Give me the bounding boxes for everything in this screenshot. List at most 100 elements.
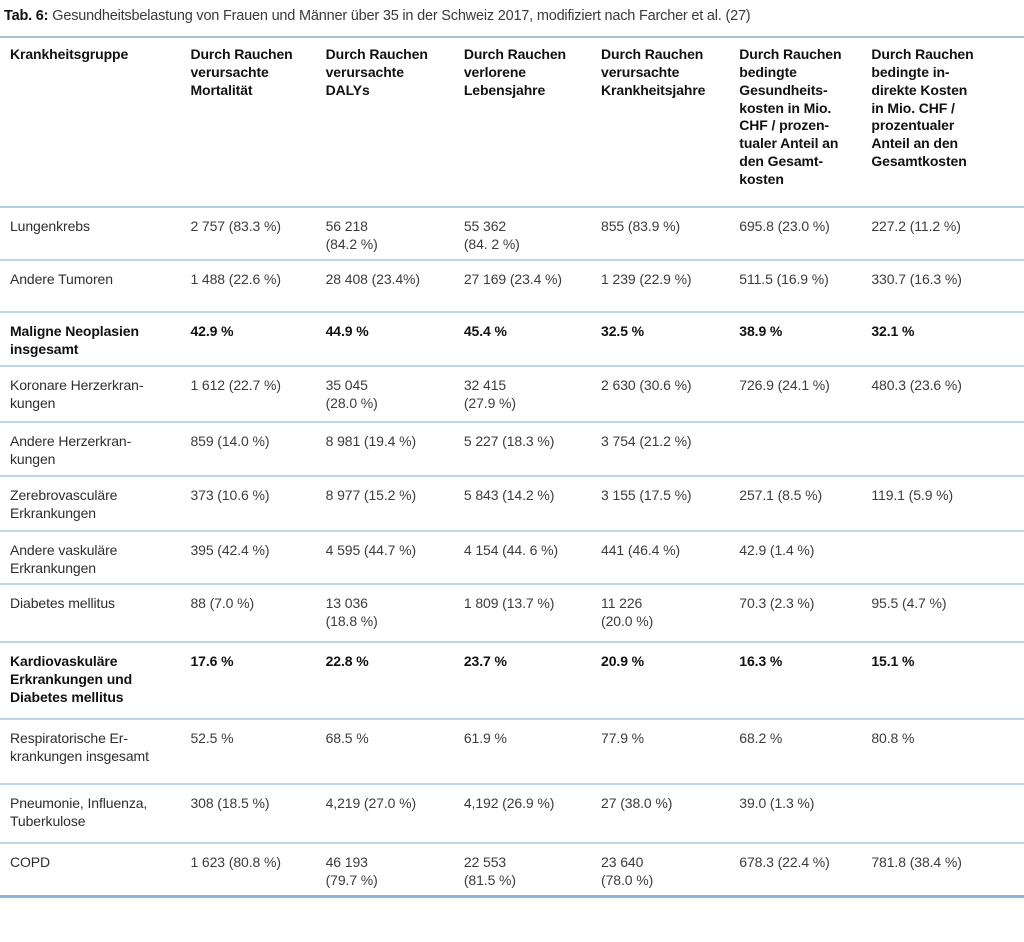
health-burden-table: Krankheitsgruppe Durch Rauchen verursacht… — [0, 35, 1024, 899]
table-row: Kardiovaskuläre Erkrankungen und Diabete… — [0, 641, 1024, 720]
cell-indirect-costs: 227.2 (11.2 %) — [871, 206, 1024, 262]
row-label: Koronare Herzerkran- kungen — [0, 366, 191, 424]
cell-disease-years: 20.9 % — [601, 641, 740, 720]
table-row: Andere vaskuläre Erkrankungen 395 (42.4 … — [0, 530, 1024, 585]
cell-disease-years: 32.5 % — [601, 312, 740, 368]
column-header: Durch Rauchen verlorene Lebensjahre — [463, 35, 602, 208]
cell-disease-years: 855 (83.9 %) — [601, 206, 740, 262]
cell-indirect-costs: 330.7 (16.3 %) — [871, 260, 1024, 314]
row-label: Andere Herzerkran- kungen — [0, 422, 191, 477]
cell-mortality: 1 623 (80.8 %) — [190, 842, 326, 899]
cell-life-years-lost: 1 809 (13.7 %) — [463, 583, 602, 643]
cell-health-costs: 511.5 (16.9 %) — [739, 260, 872, 314]
cell-indirect-costs: 480.3 (23.6 %) — [871, 366, 1024, 424]
table-row: Maligne Neoplasien insgesamt 42.9 % 44.9… — [0, 312, 1024, 368]
column-header: Durch Rauchen verursachte DALYs — [325, 35, 464, 208]
row-label: Zerebrovasculäre Erkrankungen — [0, 475, 191, 532]
cell-dalys: 46 193 (79.7 %) — [325, 842, 464, 899]
cell-disease-years: 23 640 (78.0 %) — [601, 842, 740, 899]
cell-health-costs: 726.9 (24.1 %) — [739, 366, 872, 424]
cell-health-costs: 68.2 % — [739, 718, 872, 785]
cell-health-costs: 38.9 % — [739, 312, 872, 368]
column-header: Durch Rauchen bedingte in- direkte Koste… — [871, 35, 1024, 208]
cell-dalys: 4 595 (44.7 %) — [325, 530, 464, 585]
table-caption-label: Tab. 6: — [4, 8, 49, 24]
cell-dalys: 28 408 (23.4%) — [325, 260, 464, 314]
cell-health-costs: 678.3 (22.4 %) — [739, 842, 872, 899]
cell-mortality: 859 (14.0 %) — [190, 422, 326, 477]
cell-mortality: 88 (7.0 %) — [190, 583, 326, 643]
cell-disease-years: 3 754 (21.2 %) — [601, 422, 740, 477]
column-header: Krankheitsgruppe — [0, 35, 191, 208]
cell-life-years-lost: 45.4 % — [463, 312, 602, 368]
cell-indirect-costs — [871, 530, 1024, 585]
row-label: Kardiovaskuläre Erkrankungen und Diabete… — [0, 641, 191, 720]
cell-disease-years: 11 226 (20.0 %) — [601, 583, 740, 643]
cell-mortality: 308 (18.5 %) — [190, 783, 326, 844]
cell-mortality: 52.5 % — [190, 718, 326, 785]
table-row: Koronare Herzerkran- kungen 1 612 (22.7 … — [0, 366, 1024, 424]
cell-life-years-lost: 22 553 (81.5 %) — [463, 842, 602, 899]
cell-health-costs: 257.1 (8.5 %) — [739, 475, 872, 532]
cell-life-years-lost: 5 227 (18.3 %) — [463, 422, 602, 477]
cell-indirect-costs: 80.8 % — [871, 718, 1024, 785]
cell-indirect-costs — [871, 422, 1024, 477]
table-row: Zerebrovasculäre Erkrankungen 373 (10.6 … — [0, 475, 1024, 532]
cell-indirect-costs: 15.1 % — [871, 641, 1024, 720]
row-label: Lungenkrebs — [0, 206, 191, 262]
cell-health-costs: 42.9 (1.4 %) — [739, 530, 872, 585]
cell-disease-years: 77.9 % — [601, 718, 740, 785]
cell-mortality: 373 (10.6 %) — [190, 475, 326, 532]
cell-indirect-costs: 119.1 (5.9 %) — [871, 475, 1024, 532]
cell-dalys: 56 218 (84.2 %) — [325, 206, 464, 262]
cell-disease-years: 2 630 (30.6 %) — [601, 366, 740, 424]
row-label: Pneumonie, Influenza, Tuberkulose — [0, 783, 191, 844]
row-label: Diabetes mellitus — [0, 583, 191, 643]
row-label: Respiratorische Er- krankungen insgesamt — [0, 718, 191, 785]
cell-dalys: 4,219 (27.0 %) — [325, 783, 464, 844]
cell-life-years-lost: 32 415 (27.9 %) — [463, 366, 602, 424]
column-header: Durch Rauchen verursachte Mortalität — [190, 35, 326, 208]
table-caption: Tab. 6: Gesundheitsbelastung von Frauen u… — [0, 0, 1024, 26]
cell-dalys: 44.9 % — [325, 312, 464, 368]
table-row: Andere Herzerkran- kungen 859 (14.0 %) 8… — [0, 422, 1024, 477]
cell-health-costs: 695.8 (23.0 %) — [739, 206, 872, 262]
cell-dalys: 13 036 (18.8 %) — [325, 583, 464, 643]
cell-disease-years: 3 155 (17.5 %) — [601, 475, 740, 532]
cell-indirect-costs: 781.8 (38.4 %) — [871, 842, 1024, 899]
cell-dalys: 35 045 (28.0 %) — [325, 366, 464, 424]
table-row: Andere Tumoren 1 488 (22.6 %) 28 408 (23… — [0, 260, 1024, 314]
cell-mortality: 1 612 (22.7 %) — [190, 366, 326, 424]
cell-indirect-costs: 32.1 % — [871, 312, 1024, 368]
table-row: COPD 1 623 (80.8 %) 46 193 (79.7 %) 22 5… — [0, 842, 1024, 899]
cell-health-costs: 16.3 % — [739, 641, 872, 720]
row-label: COPD — [0, 842, 191, 899]
table-row: Pneumonie, Influenza, Tuberkulose 308 (1… — [0, 783, 1024, 844]
cell-disease-years: 1 239 (22.9 %) — [601, 260, 740, 314]
table-row: Respiratorische Er- krankungen insgesamt… — [0, 718, 1024, 785]
cell-dalys: 8 981 (19.4 %) — [325, 422, 464, 477]
cell-health-costs — [739, 422, 872, 477]
cell-life-years-lost: 55 362 (84. 2 %) — [463, 206, 602, 262]
column-header: Durch Rauchen bedingte Gesundheits- kost… — [739, 35, 872, 208]
column-header: Durch Rauchen verursachte Krankheitsjahr… — [601, 35, 740, 208]
cell-dalys: 8 977 (15.2 %) — [325, 475, 464, 532]
cell-life-years-lost: 23.7 % — [463, 641, 602, 720]
cell-life-years-lost: 61.9 % — [463, 718, 602, 785]
table-header-row: Krankheitsgruppe Durch Rauchen verursacht… — [0, 35, 1024, 208]
cell-mortality: 2 757 (83.3 %) — [190, 206, 326, 262]
cell-life-years-lost: 4,192 (26.9 %) — [463, 783, 602, 844]
cell-health-costs: 39.0 (1.3 %) — [739, 783, 872, 844]
cell-disease-years: 27 (38.0 %) — [601, 783, 740, 844]
row-label: Andere vaskuläre Erkrankungen — [0, 530, 191, 585]
table-caption-text: Gesundheitsbelastung von Frauen und Männ… — [52, 8, 751, 24]
cell-mortality: 395 (42.4 %) — [190, 530, 326, 585]
cell-disease-years: 441 (46.4 %) — [601, 530, 740, 585]
cell-life-years-lost: 27 169 (23.4 %) — [463, 260, 602, 314]
cell-dalys: 22.8 % — [325, 641, 464, 720]
table-header: Krankheitsgruppe Durch Rauchen verursacht… — [0, 35, 1024, 208]
cell-indirect-costs: 95.5 (4.7 %) — [871, 583, 1024, 643]
cell-mortality: 17.6 % — [190, 641, 326, 720]
table-row: Diabetes mellitus 88 (7.0 %) 13 036 (18.… — [0, 583, 1024, 643]
row-label: Maligne Neoplasien insgesamt — [0, 312, 191, 368]
